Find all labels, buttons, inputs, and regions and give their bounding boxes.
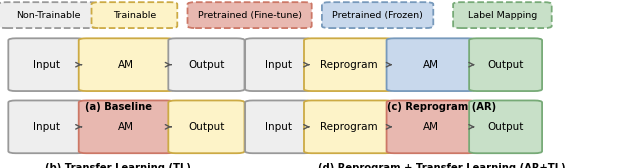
Text: Trainable: Trainable — [113, 11, 156, 20]
Text: (b) Transfer Learning (TL): (b) Transfer Learning (TL) — [45, 163, 191, 168]
FancyBboxPatch shape — [304, 38, 393, 91]
FancyBboxPatch shape — [469, 100, 542, 153]
FancyBboxPatch shape — [168, 38, 244, 91]
FancyBboxPatch shape — [168, 100, 244, 153]
FancyBboxPatch shape — [92, 2, 177, 28]
Text: (c) Reprogram (AR): (c) Reprogram (AR) — [387, 102, 496, 112]
Text: Reprogram: Reprogram — [319, 60, 378, 70]
Text: AM: AM — [118, 60, 134, 70]
Text: Label Mapping: Label Mapping — [468, 11, 537, 20]
Text: Non-Trainable: Non-Trainable — [16, 11, 80, 20]
Text: Output: Output — [188, 60, 225, 70]
Text: Input: Input — [265, 60, 292, 70]
Text: Output: Output — [188, 122, 225, 132]
Text: Reprogram: Reprogram — [319, 122, 378, 132]
Text: Pretrained (Frozen): Pretrained (Frozen) — [332, 11, 423, 20]
FancyBboxPatch shape — [79, 38, 174, 91]
FancyBboxPatch shape — [387, 100, 476, 153]
Text: Pretrained (Fine-tune): Pretrained (Fine-tune) — [198, 11, 301, 20]
FancyBboxPatch shape — [304, 100, 393, 153]
FancyBboxPatch shape — [188, 2, 312, 28]
FancyBboxPatch shape — [245, 38, 312, 91]
FancyBboxPatch shape — [8, 38, 84, 91]
FancyBboxPatch shape — [79, 100, 174, 153]
Text: AM: AM — [423, 60, 439, 70]
Text: (d) Reprogram + Transfer Learning (AR+TL): (d) Reprogram + Transfer Learning (AR+TL… — [318, 163, 565, 168]
Text: (a) Baseline: (a) Baseline — [85, 102, 152, 112]
FancyBboxPatch shape — [0, 2, 97, 28]
Text: Input: Input — [265, 122, 292, 132]
FancyBboxPatch shape — [322, 2, 433, 28]
FancyBboxPatch shape — [453, 2, 552, 28]
Text: Input: Input — [33, 122, 60, 132]
Text: Input: Input — [33, 60, 60, 70]
FancyBboxPatch shape — [469, 38, 542, 91]
FancyBboxPatch shape — [387, 38, 476, 91]
FancyBboxPatch shape — [245, 100, 312, 153]
Text: Output: Output — [488, 122, 524, 132]
Text: Output: Output — [488, 60, 524, 70]
FancyBboxPatch shape — [8, 100, 84, 153]
Text: AM: AM — [118, 122, 134, 132]
Text: AM: AM — [423, 122, 439, 132]
